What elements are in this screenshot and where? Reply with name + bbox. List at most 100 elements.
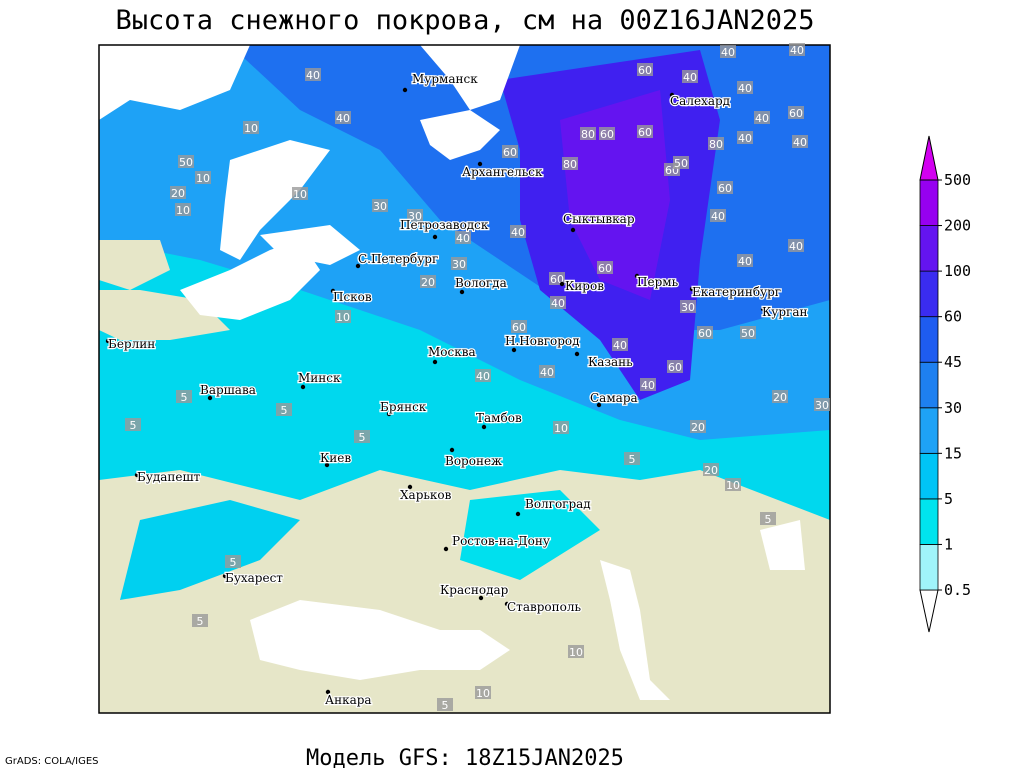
contour-label: 50 [741,327,755,340]
sea [99,45,250,120]
contour-label-box [420,275,436,288]
contour-label: 40 [711,210,725,223]
city-dot [355,263,361,269]
contour-label-box [475,686,491,699]
contour-label: 40 [306,69,320,82]
contour-label: 80 [709,138,723,151]
city-dot [222,573,228,579]
city-dot [689,286,695,292]
contour-label: 5 [359,431,366,444]
contour-label: 5 [281,404,288,417]
contour-label: 30 [373,200,387,213]
contour-label-box [599,127,615,140]
city-dot [134,472,140,478]
contour-label-box [550,296,566,309]
city-label: Ставрополь [507,600,581,614]
city-dot [105,338,111,344]
contour-label: 10 [176,204,190,217]
city-label: Екатеринбург [692,285,781,299]
contour-label-box [667,360,683,373]
contour-label-box [725,478,741,491]
city-label: Курган [762,305,807,319]
model-footer: Модель GFS: 18Z15JAN2025 [306,746,624,768]
city-dot [449,447,455,453]
contour-label: 20 [704,464,718,477]
colorbar-segment [919,361,939,409]
contour-label: 40 [789,240,803,253]
contour-label: 5 [181,391,188,404]
contour-label: 10 [196,172,210,185]
colorbar-label: 100 [944,262,971,280]
contour-label: 40 [511,226,525,239]
contour-label: 40 [738,132,752,145]
contour-label-box [372,199,388,212]
contour-label-box [710,209,726,222]
sea [420,45,520,110]
contour-label-box [354,430,370,443]
city-label: Бухарест [225,571,283,585]
contour-label-box [175,203,191,216]
contour-label: 40 [551,297,565,310]
colorbar-label: 5 [944,490,953,508]
contour-label-box [703,463,719,476]
contour-label-box [760,512,776,525]
contour-label: 30 [681,301,695,314]
contour-label: 60 [718,182,732,195]
contour-label-box [754,111,770,124]
city-dot [511,347,517,353]
map [99,45,830,713]
contour-label-box [225,555,241,568]
city-dot [300,384,306,390]
contour-label-box [580,127,596,140]
city-dot [207,395,213,401]
contour-label: 20 [421,276,435,289]
contour-label: 10 [726,479,740,492]
city-label: Петрозаводск [400,218,489,232]
city-label: Казань [588,355,633,369]
city-label: Краснодар [440,583,509,597]
contour-label: 5 [765,513,772,526]
contour-label: 40 [790,44,804,57]
contour-label: 60 [503,146,517,159]
city-dot [481,424,487,430]
contour-label-box [407,209,423,222]
contour-label-box [455,231,471,244]
contour-label-box [680,300,696,313]
city-dot [324,462,330,468]
contour-label-box [740,326,756,339]
contour-label-box [195,171,211,184]
city-dot [574,351,580,357]
contour-label: 40 [683,71,697,84]
sea [760,520,805,570]
city-dot [402,87,408,93]
contour-label: 10 [569,646,583,659]
city-dot [432,234,438,240]
contour-label: 40 [755,112,769,125]
city-label: Воронеж [445,454,502,468]
contour-label-box [125,418,141,431]
city-dot [515,511,521,517]
colorbar-lower-arrow [919,589,939,633]
colorbar-segment [919,179,939,226]
colorbar-segment [919,225,939,272]
contour-label-box [612,338,628,351]
contour-label-box [553,421,569,434]
contour-label-box [737,131,753,144]
colorbar-segment [919,316,939,363]
colorbar-label: 60 [944,308,962,326]
sea [420,110,500,160]
contour-label-box [624,452,640,465]
city-dot [432,359,438,365]
city-label: Тамбов [476,411,522,425]
city-label: Киев [320,451,351,465]
city-label: Берлин [108,337,155,351]
sea [250,600,510,680]
colorbar-label: 1 [944,535,953,553]
contour-label-box [737,81,753,94]
colorbar-label: 15 [944,444,962,462]
city-label: Самара [590,391,638,405]
colorbar-segment [919,407,939,454]
contour-label-box [539,365,555,378]
contour-label-box [673,156,689,169]
contour-label-box [243,121,259,134]
